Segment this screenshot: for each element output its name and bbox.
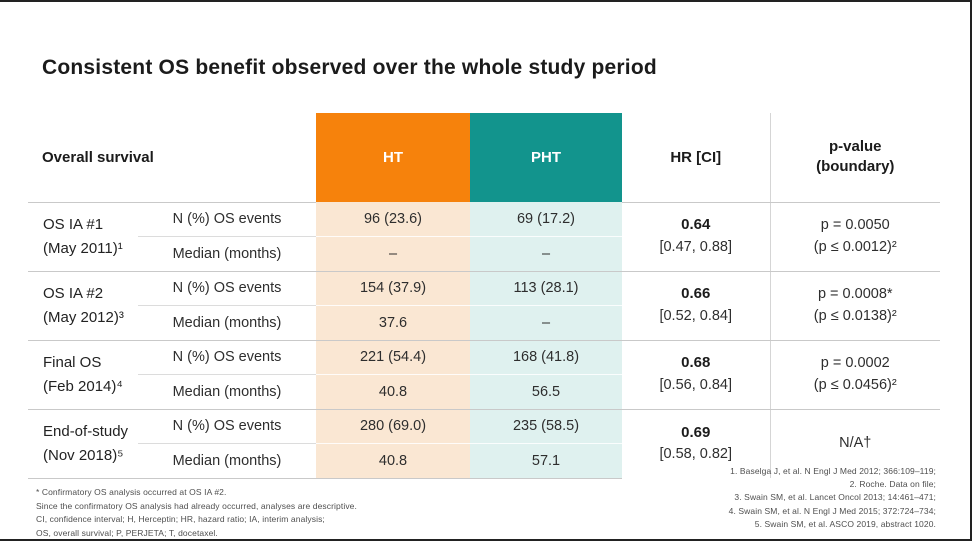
ht-median-value: 37.6 bbox=[316, 305, 470, 341]
metric-label: Median (months) bbox=[138, 443, 316, 479]
column-header-hr-ci: HR [CI] bbox=[622, 113, 770, 203]
references: 1. Baselga J, et al. N Engl J Med 2012; … bbox=[729, 465, 936, 531]
metric-label: Median (months) bbox=[138, 374, 316, 410]
reference-line: 1. Baselga J, et al. N Engl J Med 2012; … bbox=[730, 466, 936, 476]
group-date: (May 2012)³ bbox=[43, 308, 124, 326]
metric-label: N (%) OS events bbox=[138, 409, 316, 444]
hr-value: 0.69 bbox=[681, 423, 711, 441]
hazard-ratio-cell: 0.64 [0.47, 0.88] bbox=[622, 202, 770, 272]
os-results-table: Overall survival HT PHT HR [CI] p-value … bbox=[28, 113, 940, 479]
p-value-line1: p = 0.0050 bbox=[820, 216, 890, 233]
group-date: (Feb 2014)⁴ bbox=[43, 377, 123, 395]
table-row: End-of-study (Nov 2018)⁵ N (%) OS events… bbox=[28, 409, 940, 479]
table-row: Final OS (Feb 2014)⁴ N (%) OS events 221… bbox=[28, 340, 940, 410]
pht-events-value: 168 (41.8) bbox=[470, 340, 622, 375]
ht-median-value: 40.8 bbox=[316, 443, 470, 479]
ci-value: [0.58, 0.82] bbox=[659, 446, 733, 463]
footnote-line: OS, overall survival; P, PERJETA; T, doc… bbox=[36, 527, 218, 538]
metric-label: Median (months) bbox=[138, 305, 316, 341]
metric-label: N (%) OS events bbox=[138, 202, 316, 237]
pht-median-value: – bbox=[470, 305, 622, 341]
p-value-cell: p = 0.0050 (p ≤ 0.0012)² bbox=[769, 202, 940, 272]
p-value-cell: p = 0.0008* (p ≤ 0.0138)² bbox=[769, 271, 940, 341]
group-name: OS IA #1 bbox=[43, 216, 104, 234]
reference-line: 3. Swain SM, et al. Lancet Oncol 2013; 1… bbox=[734, 492, 936, 503]
p-value-line2: (p ≤ 0.0012)² bbox=[813, 238, 897, 255]
ci-value: [0.47, 0.88] bbox=[659, 238, 733, 255]
p-value-cell: p = 0.0002 (p ≤ 0.0456)² bbox=[769, 340, 940, 410]
row-group-label-os-ia-2: OS IA #2 (May 2012)³ bbox=[28, 271, 138, 341]
footnotes: * Confirmatory OS analysis occurred at O… bbox=[36, 486, 357, 540]
pht-median-value: 56.5 bbox=[470, 374, 622, 410]
hr-value: 0.66 bbox=[681, 285, 711, 303]
row-group-label-os-ia-1: OS IA #1 (May 2011)¹ bbox=[28, 202, 138, 272]
bottom-border-line bbox=[0, 539, 972, 541]
ht-median-value: 40.8 bbox=[316, 374, 470, 410]
table-row: Median (months) 40.8 57.1 bbox=[28, 443, 940, 479]
ci-value: [0.52, 0.84] bbox=[659, 307, 733, 324]
metric-label: N (%) OS events bbox=[138, 340, 316, 375]
reference-line: 4. Swain SM, et al. N Engl J Med 2015; 3… bbox=[728, 505, 936, 516]
pht-events-value: 235 (58.5) bbox=[470, 409, 622, 444]
reference-line: 2. Roche. Data on file; bbox=[849, 479, 936, 490]
column-header-pht: PHT bbox=[470, 113, 622, 202]
ht-events-value: 221 (54.4) bbox=[316, 340, 470, 375]
hazard-ratio-cell: 0.69 [0.58, 0.82] bbox=[622, 409, 770, 478]
table-row: OS IA #2 (May 2012)³ N (%) OS events 154… bbox=[28, 271, 940, 341]
metric-label: Median (months) bbox=[138, 236, 316, 272]
footnote-line: CI, confidence interval; H, Herceptin; H… bbox=[36, 514, 325, 525]
hazard-ratio-cell: 0.68 [0.56, 0.84] bbox=[622, 340, 770, 410]
pht-events-value: 113 (28.1) bbox=[470, 271, 622, 306]
group-name: End-of-study bbox=[43, 423, 129, 441]
row-group-label-end-of-study: End-of-study (Nov 2018)⁵ bbox=[28, 409, 138, 479]
top-border-line bbox=[0, 0, 972, 2]
pht-events-value: 69 (17.2) bbox=[470, 202, 622, 237]
table-header-row: Overall survival HT PHT HR [CI] p-value … bbox=[28, 113, 940, 203]
pht-median-value: – bbox=[470, 236, 622, 272]
reference-line: 5. Swain SM, et al. ASCO 2019, abstract … bbox=[754, 518, 936, 529]
pht-median-value: 57.1 bbox=[470, 443, 622, 479]
p-value-line1: p = 0.0008* bbox=[817, 285, 893, 302]
table-row: Median (months) 40.8 56.5 bbox=[28, 374, 940, 410]
footnote-line: Since the confirmatory OS analysis had a… bbox=[36, 500, 357, 511]
hr-value: 0.64 bbox=[681, 216, 711, 234]
group-date: (Nov 2018)⁵ bbox=[43, 446, 124, 464]
ht-median-value: – bbox=[316, 236, 470, 272]
metric-label: N (%) OS events bbox=[138, 271, 316, 306]
right-border-line bbox=[970, 0, 972, 541]
column-header-ht: HT bbox=[316, 113, 470, 202]
row-group-label-final-os: Final OS (Feb 2014)⁴ bbox=[28, 340, 138, 410]
hr-value: 0.68 bbox=[681, 354, 711, 372]
table-row: Median (months) – – bbox=[28, 236, 940, 272]
p-value-line2: (p ≤ 0.0456)² bbox=[813, 376, 897, 393]
table-row: Median (months) 37.6 – bbox=[28, 305, 940, 341]
footnote-line: * Confirmatory OS analysis occurred at O… bbox=[36, 487, 227, 497]
p-value-line1: N/A† bbox=[839, 434, 872, 451]
hazard-ratio-cell: 0.66 [0.52, 0.84] bbox=[622, 271, 770, 341]
slide-title: Consistent OS benefit observed over the … bbox=[42, 56, 657, 79]
ci-value: [0.56, 0.84] bbox=[659, 376, 733, 393]
p-value-header-line1: p-value bbox=[828, 138, 882, 155]
ht-events-value: 280 (69.0) bbox=[316, 409, 470, 444]
p-value-line1: p = 0.0002 bbox=[820, 354, 890, 371]
p-value-line2: (p ≤ 0.0138)² bbox=[813, 307, 897, 324]
group-name: Final OS bbox=[43, 354, 102, 372]
column-header-overall-survival: Overall survival bbox=[28, 113, 316, 203]
table-row: OS IA #1 (May 2011)¹ N (%) OS events 96 … bbox=[28, 202, 940, 272]
p-value-cell: N/A† bbox=[769, 409, 940, 478]
group-name: OS IA #2 bbox=[43, 285, 104, 303]
ht-events-value: 96 (23.6) bbox=[316, 202, 470, 237]
group-date: (May 2011)¹ bbox=[43, 239, 123, 257]
column-header-p-value: p-value (boundary) bbox=[769, 113, 940, 203]
p-value-header-line2: (boundary) bbox=[816, 158, 895, 176]
ht-events-value: 154 (37.9) bbox=[316, 271, 470, 306]
